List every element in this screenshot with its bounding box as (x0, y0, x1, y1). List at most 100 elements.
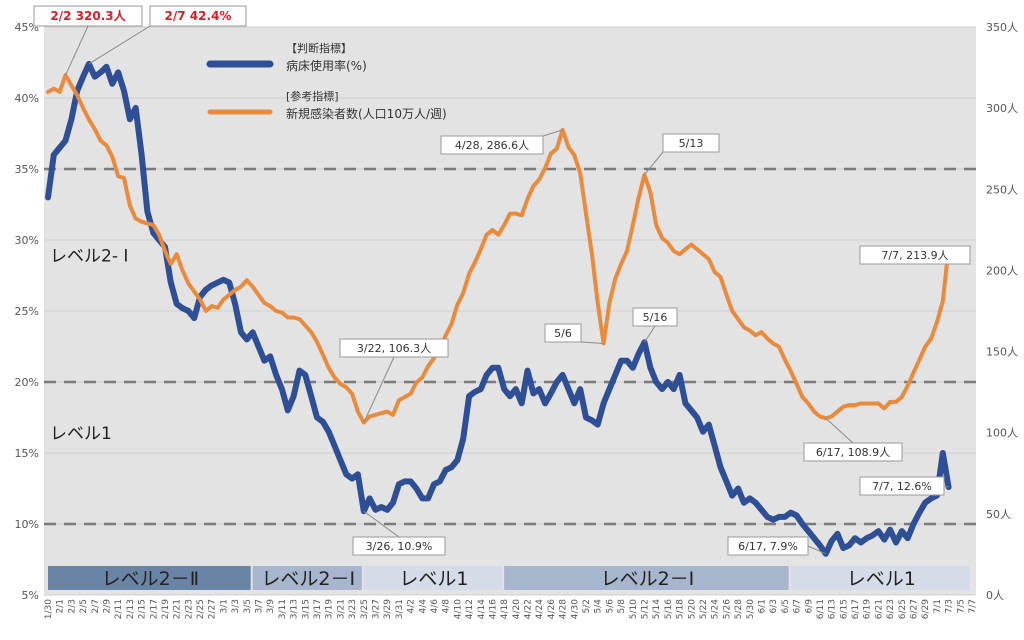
x-tick-label: 3/31 (395, 599, 405, 619)
x-tick-label: 2/23 (184, 599, 194, 619)
x-tick-label: 4/4 (418, 599, 428, 614)
x-axis: 1/30 2/1 2/3 2/5 2/7 2/9 2/11 2/13 2/15 2/17 2/19 2… (44, 599, 978, 619)
x-tick-label: 3/1 (219, 599, 229, 613)
annotation-label: 3/22, 106.3人 (357, 342, 431, 355)
x-tick-label: 3/27 (371, 599, 381, 619)
annotation-label: 7/7, 213.9人 (881, 249, 948, 262)
series-line-bed-occupancy (45, 60, 952, 557)
level-band (363, 566, 503, 590)
x-tick-label: 6/9 (804, 599, 814, 614)
y-left-tick-label: 30% (15, 234, 39, 247)
y-right-tick-label: 250人 (986, 183, 1018, 196)
x-tick-label: 5/6 (605, 599, 615, 614)
annotation-leader (363, 510, 400, 538)
annotation-box (544, 323, 582, 343)
level-band-label: レベル2－Ⅱ (102, 568, 199, 590)
x-tick-label: 6/21 (874, 599, 884, 619)
level-band-label: レベル1 (847, 568, 916, 590)
legend-label: 病床使用率(%) (286, 58, 367, 73)
y-axis-right: 0人 50人 100人 150人 200人 250人 300人 350人 (986, 21, 1018, 602)
y-left-tick-label: 10% (15, 518, 39, 531)
x-tick-label: 5/26 (722, 599, 732, 619)
annotation-box (149, 5, 247, 27)
x-tick-label: 5/4 (594, 599, 604, 614)
x-tick-label: 2/19 (161, 599, 171, 619)
annotation-label: 4/28, 286.6人 (455, 139, 529, 152)
legend-title: [参考指標] (286, 89, 339, 103)
level-label: レベル2- I (50, 246, 128, 266)
x-tick-label: 4/2 (407, 599, 417, 613)
annotation-label: 6/17, 7.9% (738, 540, 798, 553)
x-tick-label: 5/2 (582, 599, 592, 613)
x-tick-label: 4/10 (453, 599, 463, 619)
x-tick-label: 3/13 (290, 599, 300, 619)
annotation-box (339, 338, 449, 358)
annotation-label: 2/2 320.3人 (50, 8, 126, 23)
x-tick-label: 4/26 (547, 599, 557, 619)
series-line-new-cases (46, 73, 951, 425)
y-left-tick-label: 5% (22, 589, 39, 602)
x-tick-label: 7/3 (945, 599, 955, 613)
annotation-box (727, 536, 809, 556)
annotation-box (662, 133, 720, 153)
x-tick-label: 6/23 (886, 599, 896, 619)
x-tick-label: 3/17 (313, 599, 323, 619)
x-tick-label: 6/25 (898, 599, 908, 619)
annotation-box (859, 245, 971, 265)
x-tick-label: 7/1 (933, 599, 943, 613)
x-tick-label: 2/5 (79, 599, 89, 613)
x-tick-label: 1/30 (44, 599, 54, 619)
x-tick-label: 5/12 (641, 599, 651, 619)
annotation-leader (825, 417, 854, 444)
annotation-leader (580, 341, 604, 344)
x-tick-label: 4/24 (535, 599, 545, 619)
x-tick-label: 6/27 (910, 599, 920, 619)
x-tick-label: 3/3 (231, 599, 241, 613)
annotation-leader (88, 25, 151, 65)
annotation-box (33, 5, 143, 27)
x-tick-label: 5/20 (687, 599, 697, 619)
x-tick-label: 5/16 (664, 599, 674, 619)
x-tick-label: 2/13 (126, 599, 136, 619)
annotation-label: 7/7, 12.6% (872, 480, 932, 493)
annotation-leader (943, 485, 949, 488)
y-left-tick-label: 40% (15, 92, 39, 105)
x-tick-label: 4/16 (488, 599, 498, 619)
threshold-lines (44, 167, 976, 526)
annotation-label: 5/13 (679, 137, 704, 150)
x-tick-label: 2/7 (91, 599, 101, 613)
x-tick-label: 3/5 (243, 599, 253, 613)
x-tick-label: 4/14 (477, 599, 487, 619)
annotation-label: 5/6 (554, 327, 572, 340)
x-tick-label: 6/13 (828, 599, 838, 619)
x-tick-label: 7/5 (956, 599, 966, 613)
annotation-label: 2/7 42.4% (165, 9, 232, 23)
x-tick-label: 2/21 (173, 599, 183, 619)
y-left-tick-label: 20% (15, 376, 39, 389)
y-right-tick-label: 150人 (986, 346, 1018, 359)
annotation-leader (644, 151, 664, 175)
x-tick-label: 6/3 (769, 599, 779, 613)
annotation-label: 6/17, 108.9人 (816, 446, 890, 459)
annotation-leader (542, 129, 563, 137)
y-left-tick-label: 45% (15, 21, 39, 34)
x-tick-label: 4/30 (570, 599, 580, 619)
y-right-tick-label: 300人 (986, 102, 1018, 115)
level-band-label: レベル1 (399, 568, 468, 590)
level-band (504, 566, 789, 590)
level-bands: レベル2－Ⅱ レベル2－Ⅰ レベル1 レベル2－Ⅰ レベル1 (48, 566, 970, 590)
level-band (48, 566, 251, 590)
x-tick-label: 5/24 (711, 599, 721, 619)
y-right-tick-label: 200人 (986, 264, 1018, 277)
x-tick-label: 5/10 (629, 599, 639, 619)
level-band-label: レベル2－Ⅰ (261, 568, 355, 590)
x-tick-label: 4/22 (524, 599, 534, 619)
annotation-leader (807, 545, 826, 555)
level-band-label: レベル2－Ⅰ (601, 568, 695, 590)
x-tick-label: 2/11 (114, 599, 124, 619)
y-right-tick-label: 100人 (986, 427, 1018, 440)
x-tick-label: 6/17 (851, 599, 861, 619)
x-tick-label: 3/21 (336, 599, 346, 619)
x-tick-label: 5/14 (652, 599, 662, 619)
annotation-box (440, 135, 544, 155)
